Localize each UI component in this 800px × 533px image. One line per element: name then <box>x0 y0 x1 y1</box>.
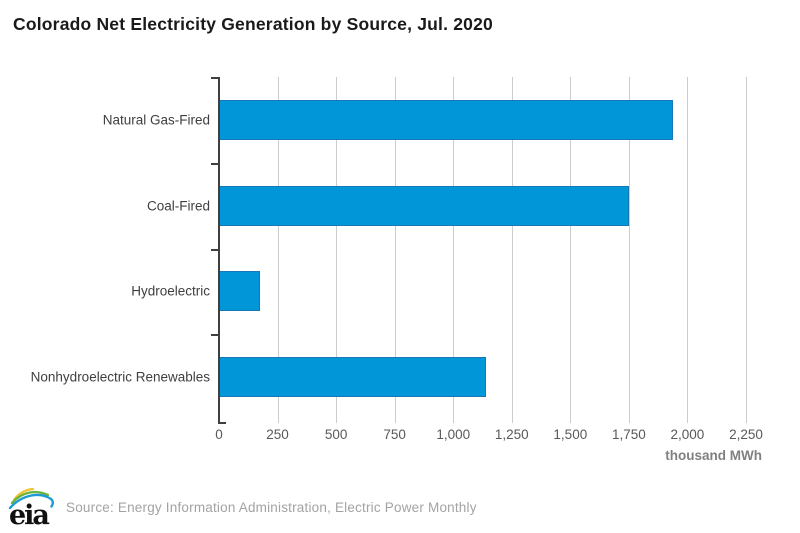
eia-logo-blue-swoosh <box>8 493 55 510</box>
x-tick-label-1750: 1,750 <box>611 427 646 442</box>
bar-natural-gas-fired <box>219 99 674 140</box>
x-tick-label-2000: 2,000 <box>670 427 705 442</box>
x-tick-label-1250: 1,250 <box>494 427 529 442</box>
x-tick-label-500: 500 <box>324 427 348 442</box>
eia-logo-text: eia <box>9 500 49 529</box>
category-label-natural-gas-fired: Natural Gas-Fired <box>102 112 210 128</box>
category-label-nonhydroelectric-renewables: Nonhydroelectric Renewables <box>30 369 210 385</box>
x-tick-label-0: 0 <box>215 427 223 442</box>
y-axis-tick <box>211 77 219 79</box>
gridline-250 <box>277 77 279 423</box>
bar-hydroelectric <box>219 271 260 312</box>
gridline-1000 <box>453 77 455 423</box>
x-tick-label-1000: 1,000 <box>436 427 471 442</box>
gridline-1500 <box>570 77 572 423</box>
x-tick-label-750: 750 <box>383 427 406 442</box>
eia-logo-green-swoosh <box>10 490 50 505</box>
gridline-2000 <box>687 77 689 423</box>
gridline-1750 <box>628 77 630 423</box>
plot-area <box>211 77 762 424</box>
gridline-750 <box>394 77 396 423</box>
x-tick-label-2250: 2,250 <box>729 427 763 442</box>
eia-logo: eia <box>8 487 55 529</box>
x-axis-unit-label: thousand MWh <box>665 448 762 463</box>
y-axis-tick <box>211 334 219 337</box>
bar-nonhydroelectric-renewables <box>219 357 486 398</box>
footer: eia Source: Energy Information Administr… <box>8 485 477 529</box>
gridline-1250 <box>511 77 513 423</box>
x-tick-label-250: 250 <box>266 427 289 442</box>
y-axis-tick <box>211 162 219 165</box>
category-label-hydroelectric: Hydroelectric <box>131 283 210 299</box>
x-tick-label-1500: 1,500 <box>553 427 588 442</box>
y-axis-line <box>218 77 220 424</box>
source-text: Source: Energy Information Administratio… <box>66 499 477 515</box>
bar-coal-fired <box>219 185 629 226</box>
y-axis-tick <box>211 248 219 251</box>
gridline-2250 <box>746 77 747 423</box>
category-label-coal-fired: Coal-Fired <box>146 198 210 214</box>
chart-title: Colorado Net Electricity Generation by S… <box>13 14 493 34</box>
x-axis-origin-foot <box>219 422 226 424</box>
gridline-500 <box>336 77 338 423</box>
